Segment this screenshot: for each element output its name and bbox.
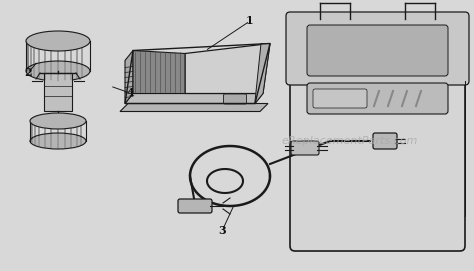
Polygon shape: [133, 50, 185, 93]
Ellipse shape: [30, 113, 86, 129]
FancyBboxPatch shape: [307, 83, 448, 114]
FancyBboxPatch shape: [373, 133, 397, 149]
Ellipse shape: [26, 31, 90, 51]
Text: 1: 1: [246, 15, 254, 27]
Ellipse shape: [30, 133, 86, 149]
FancyBboxPatch shape: [286, 12, 469, 85]
Text: 3: 3: [218, 225, 226, 237]
FancyBboxPatch shape: [307, 25, 448, 76]
Text: 2: 2: [24, 67, 32, 79]
Text: 4: 4: [126, 88, 134, 98]
Bar: [44, 73, 72, 111]
Polygon shape: [125, 50, 133, 104]
FancyBboxPatch shape: [178, 199, 212, 213]
FancyBboxPatch shape: [224, 94, 246, 104]
FancyBboxPatch shape: [291, 141, 319, 155]
Polygon shape: [125, 93, 263, 104]
FancyBboxPatch shape: [290, 16, 465, 251]
Polygon shape: [185, 44, 270, 93]
Polygon shape: [120, 104, 268, 111]
Ellipse shape: [26, 61, 90, 81]
Text: eReplacementParts.com: eReplacementParts.com: [282, 136, 418, 146]
FancyBboxPatch shape: [313, 89, 367, 108]
Polygon shape: [255, 44, 270, 104]
